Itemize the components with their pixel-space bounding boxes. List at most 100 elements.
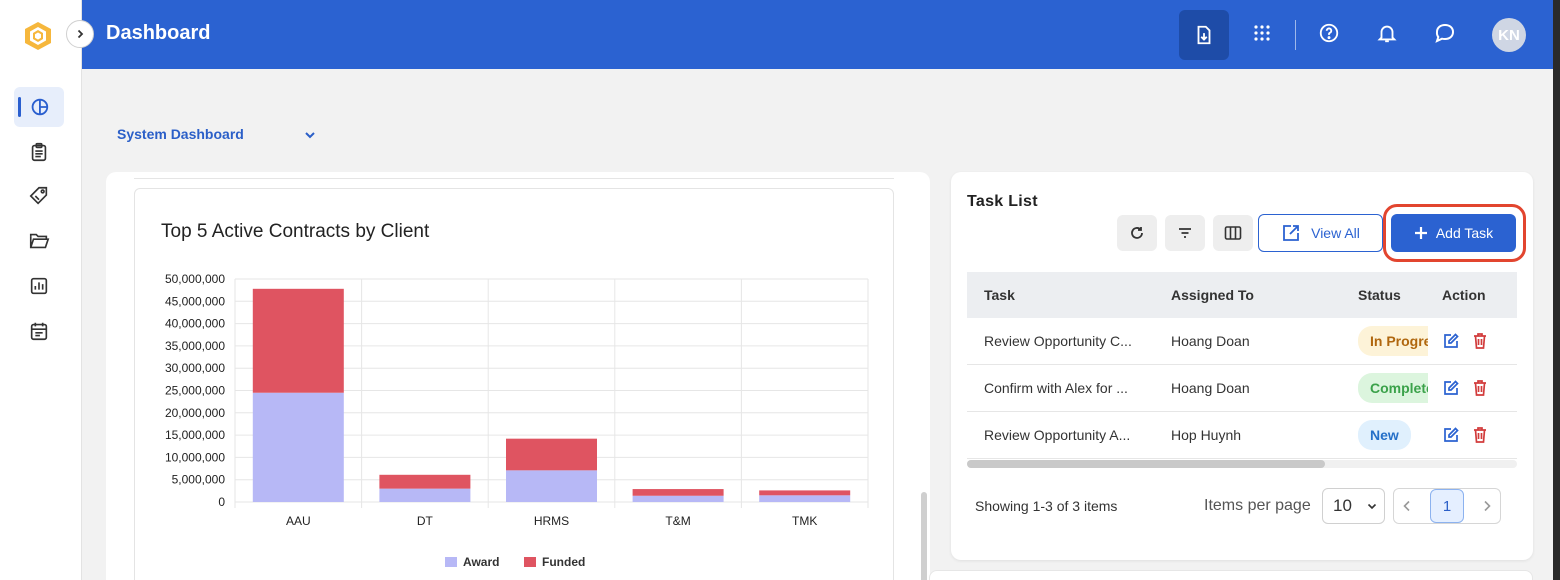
vertical-scrollbar[interactable] bbox=[921, 492, 927, 580]
page-title: Dashboard bbox=[106, 22, 211, 44]
chat-button[interactable] bbox=[1427, 15, 1463, 51]
action-cell bbox=[1428, 426, 1517, 444]
task-table: Task Assigned To Status Action Review Op… bbox=[967, 272, 1517, 459]
sidebar-item-reports[interactable] bbox=[14, 266, 64, 306]
status-cell: Completed bbox=[1344, 373, 1428, 403]
user-avatar[interactable]: KN bbox=[1492, 18, 1526, 52]
column-header-task[interactable]: Task bbox=[984, 287, 1015, 303]
filter-icon bbox=[1179, 228, 1191, 238]
plus-icon bbox=[1414, 227, 1427, 239]
bar-funded bbox=[759, 490, 851, 496]
window-edge bbox=[1553, 0, 1560, 580]
bar-funded bbox=[632, 489, 724, 496]
chart-title: Top 5 Active Contracts by Client bbox=[161, 221, 430, 242]
bar-award bbox=[632, 495, 724, 502]
bell-icon bbox=[1377, 25, 1397, 43]
scrollbar-thumb[interactable] bbox=[967, 460, 1325, 468]
legend-label: Funded bbox=[542, 555, 585, 569]
y-tick-label: 10,000,000 bbox=[165, 450, 225, 464]
x-tick-label: T&M bbox=[665, 514, 690, 528]
column-header-action: Action bbox=[1442, 287, 1486, 303]
panel-divider bbox=[134, 178, 894, 179]
delete-icon[interactable] bbox=[1472, 379, 1488, 397]
y-tick-label: 0 bbox=[218, 495, 225, 509]
y-tick-label: 15,000,000 bbox=[165, 428, 225, 442]
table-row[interactable]: Review Opportunity A... Hop Huynh New bbox=[967, 412, 1517, 459]
download-doc-button[interactable] bbox=[1179, 10, 1229, 60]
task-list-title: Task List bbox=[967, 193, 1038, 210]
next-panel-edge bbox=[929, 570, 1533, 580]
clipboard-icon bbox=[31, 142, 47, 162]
apps-grid-button[interactable] bbox=[1244, 15, 1280, 51]
top-bar-divider bbox=[1295, 20, 1296, 50]
chat-icon bbox=[1435, 23, 1455, 43]
bar-award bbox=[379, 488, 471, 502]
chevron-down-icon bbox=[1367, 503, 1376, 510]
sidebar-toggle-button[interactable] bbox=[66, 20, 94, 48]
bar-award bbox=[759, 495, 851, 502]
add-task-button[interactable]: Add Task bbox=[1391, 214, 1516, 252]
task-cell: Confirm with Alex for ... bbox=[984, 380, 1128, 396]
x-tick-label: TMK bbox=[792, 514, 817, 528]
assigned-cell: Hoang Doan bbox=[1171, 333, 1250, 349]
status-cell: New bbox=[1344, 420, 1428, 450]
y-tick-label: 35,000,000 bbox=[165, 339, 225, 353]
task-cell: Review Opportunity C... bbox=[984, 333, 1132, 349]
app-logo[interactable] bbox=[22, 20, 54, 52]
help-button[interactable] bbox=[1311, 15, 1347, 51]
sidebar-item-dashboard[interactable] bbox=[14, 87, 64, 127]
calendar-icon bbox=[30, 322, 48, 341]
x-tick-label: AAU bbox=[286, 514, 311, 528]
add-task-highlight bbox=[1383, 204, 1526, 262]
columns-button[interactable] bbox=[1213, 215, 1253, 251]
table-row[interactable]: Confirm with Alex for ... Hoang Doan Com… bbox=[967, 365, 1517, 412]
y-tick-label: 25,000,000 bbox=[165, 384, 225, 398]
page-button-current[interactable]: 1 bbox=[1430, 489, 1464, 523]
pagination-summary: Showing 1-3 of 3 items bbox=[975, 498, 1118, 514]
chevron-left-icon[interactable] bbox=[1400, 499, 1414, 513]
report-icon bbox=[30, 277, 48, 295]
edit-icon[interactable] bbox=[1442, 426, 1460, 444]
bar-award bbox=[506, 470, 597, 502]
sidebar-item-deals[interactable] bbox=[14, 176, 64, 216]
column-header-assigned[interactable]: Assigned To bbox=[1171, 287, 1254, 303]
y-tick-label: 40,000,000 bbox=[165, 317, 225, 331]
delete-icon[interactable] bbox=[1472, 426, 1488, 444]
dashboard-selector-label: System Dashboard bbox=[117, 126, 244, 142]
delete-icon[interactable] bbox=[1472, 332, 1488, 350]
action-cell bbox=[1428, 379, 1517, 397]
items-per-page-select[interactable]: 10 bbox=[1322, 488, 1385, 524]
table-row[interactable]: Review Opportunity C... Hoang Doan In Pr… bbox=[967, 318, 1517, 365]
view-all-label: View All bbox=[1311, 225, 1360, 241]
legend-label: Award bbox=[463, 555, 499, 569]
task-cell: Review Opportunity A... bbox=[984, 427, 1131, 443]
bar-funded bbox=[379, 474, 471, 489]
items-per-page-value: 10 bbox=[1333, 496, 1352, 515]
sidebar-item-tasks[interactable] bbox=[14, 132, 64, 172]
horizontal-scrollbar[interactable] bbox=[967, 460, 1517, 468]
dashboard-selector[interactable]: System Dashboard bbox=[117, 126, 315, 142]
edit-icon[interactable] bbox=[1442, 379, 1460, 397]
y-tick-label: 5,000,000 bbox=[172, 473, 226, 487]
folder-icon bbox=[29, 233, 50, 249]
pagination: 1 bbox=[1393, 488, 1501, 524]
view-all-button[interactable]: View All bbox=[1258, 214, 1383, 252]
chevron-down-icon bbox=[305, 132, 315, 139]
table-header: Task Assigned To Status Action bbox=[967, 272, 1517, 318]
status-badge: In Progress bbox=[1358, 326, 1428, 356]
sidebar-item-documents[interactable] bbox=[14, 221, 64, 261]
dashboard-icon bbox=[31, 98, 49, 116]
filter-button[interactable] bbox=[1165, 215, 1205, 251]
edit-icon[interactable] bbox=[1442, 332, 1460, 350]
y-tick-label: 45,000,000 bbox=[165, 294, 225, 308]
chevron-right-icon[interactable] bbox=[1480, 499, 1494, 513]
status-cell: In Progress bbox=[1344, 326, 1428, 356]
columns-icon bbox=[1224, 226, 1242, 240]
tag-icon bbox=[29, 186, 48, 205]
sidebar-item-calendar[interactable] bbox=[14, 311, 64, 351]
download-doc-icon bbox=[1197, 25, 1211, 45]
y-tick-label: 30,000,000 bbox=[165, 361, 225, 375]
notifications-button[interactable] bbox=[1369, 15, 1405, 51]
refresh-button[interactable] bbox=[1117, 215, 1157, 251]
column-header-status[interactable]: Status bbox=[1358, 287, 1401, 303]
